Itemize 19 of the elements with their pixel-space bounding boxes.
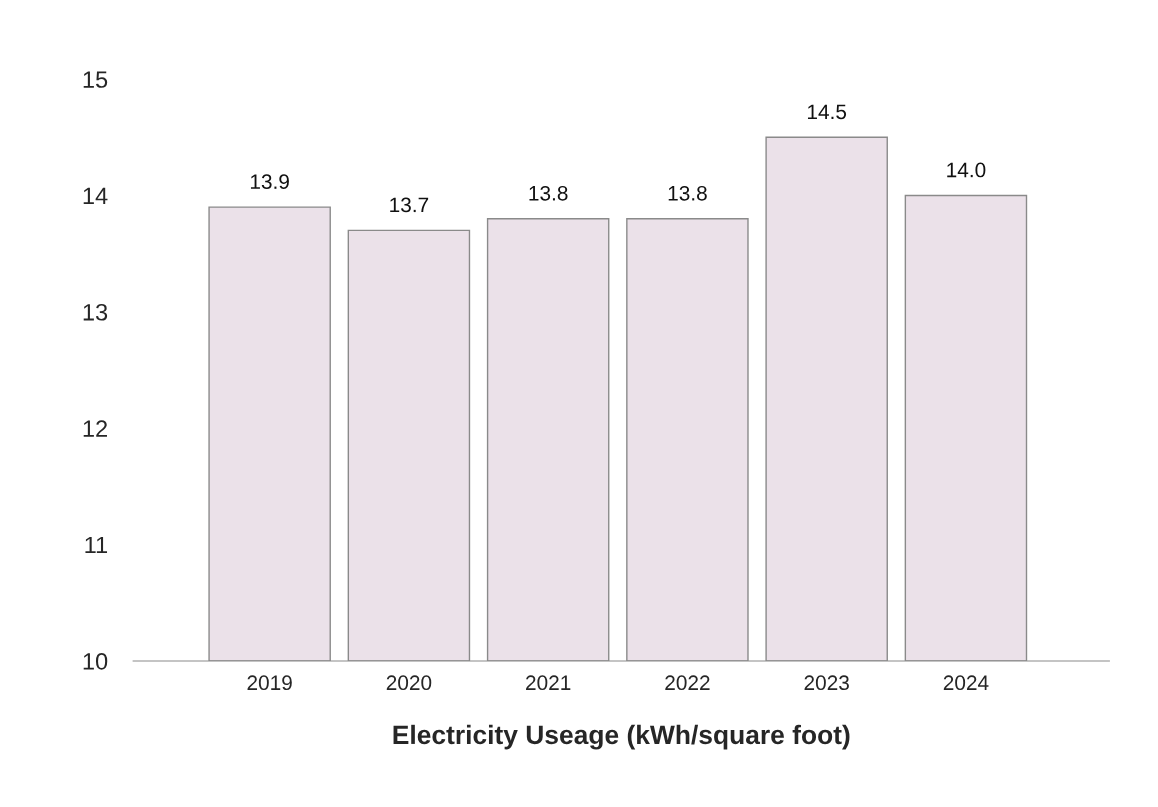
- data-label: 14.5: [807, 104, 847, 120]
- data-label: 13.8: [668, 185, 707, 201]
- data-label: 14.0: [947, 162, 986, 178]
- y-tick-label: 15: [83, 71, 108, 88]
- data-label: 13.7: [390, 197, 429, 213]
- data-label: 13.9: [250, 174, 289, 190]
- x-tick-label: 2021: [526, 675, 571, 691]
- x-tick-label: 2023: [804, 675, 849, 691]
- x-tick-label: 2024: [943, 675, 989, 691]
- y-tick-label: 14: [83, 187, 108, 205]
- x-tick-label: 2022: [665, 675, 710, 691]
- x-axis-title: Electricity Useage (kWh/square foot): [393, 724, 850, 750]
- y-tick-label: 13: [83, 303, 108, 321]
- y-tick-label: 10: [83, 653, 108, 670]
- x-tick-label: 2019: [247, 675, 292, 691]
- data-label: 13.8: [529, 185, 568, 201]
- y-tick-label: 12: [83, 420, 107, 437]
- y-tick-label: 11: [85, 536, 108, 554]
- x-tick-label: 2020: [386, 675, 432, 691]
